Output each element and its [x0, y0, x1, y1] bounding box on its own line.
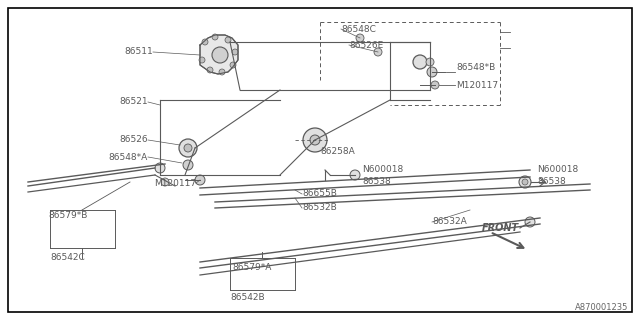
Text: 86258A: 86258A [320, 148, 355, 156]
Circle shape [202, 39, 208, 45]
Text: 86655B: 86655B [302, 189, 337, 198]
Circle shape [155, 163, 165, 173]
Text: 86579*B: 86579*B [48, 212, 88, 220]
Circle shape [179, 139, 197, 157]
Circle shape [519, 176, 531, 188]
Text: 86538: 86538 [362, 178, 391, 187]
Circle shape [183, 160, 193, 170]
Circle shape [212, 34, 218, 40]
Text: N600018: N600018 [537, 165, 579, 174]
Circle shape [212, 47, 228, 63]
Text: 86532A: 86532A [432, 218, 467, 227]
Circle shape [350, 170, 360, 180]
Text: 86548*A: 86548*A [109, 153, 148, 162]
Text: FRONT: FRONT [482, 223, 519, 233]
Circle shape [525, 217, 535, 227]
Circle shape [161, 178, 169, 186]
Text: 86548C: 86548C [341, 25, 376, 34]
Circle shape [427, 67, 437, 77]
Text: 86526: 86526 [120, 135, 148, 145]
Circle shape [310, 135, 320, 145]
Circle shape [230, 62, 236, 68]
Text: M120117: M120117 [154, 179, 196, 188]
Text: 86538: 86538 [537, 178, 566, 187]
Text: M120117: M120117 [456, 81, 498, 90]
Text: 86511: 86511 [124, 47, 153, 57]
Circle shape [431, 81, 439, 89]
Text: 86532B: 86532B [302, 204, 337, 212]
Text: 86521: 86521 [120, 98, 148, 107]
Circle shape [232, 49, 238, 55]
Text: 86526E: 86526E [349, 41, 383, 50]
Text: 86579*A: 86579*A [232, 263, 271, 273]
Text: 86548*B: 86548*B [456, 63, 495, 73]
Circle shape [199, 57, 205, 63]
Polygon shape [200, 35, 238, 74]
Circle shape [225, 37, 231, 43]
Circle shape [303, 128, 327, 152]
Circle shape [374, 48, 382, 56]
Circle shape [207, 67, 213, 73]
Circle shape [426, 58, 434, 66]
Text: 86542B: 86542B [230, 292, 266, 301]
Text: N600018: N600018 [362, 165, 403, 174]
Text: A870001235: A870001235 [575, 303, 628, 312]
Circle shape [522, 179, 528, 185]
Circle shape [195, 175, 205, 185]
Text: 86542C: 86542C [51, 253, 85, 262]
Circle shape [219, 69, 225, 75]
Circle shape [356, 34, 364, 42]
Circle shape [413, 55, 427, 69]
Circle shape [184, 144, 192, 152]
